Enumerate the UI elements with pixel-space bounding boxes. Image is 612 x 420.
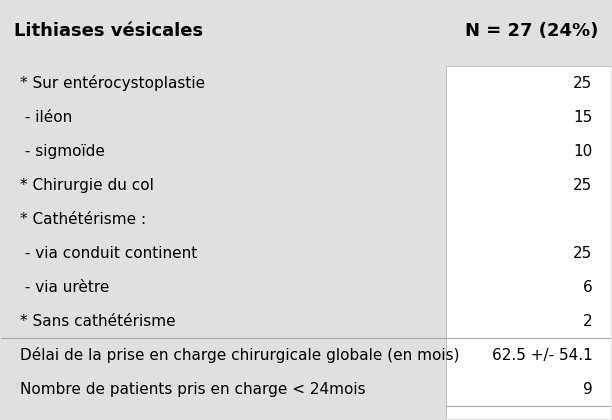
Text: Lithiases vésicales: Lithiases vésicales [13, 21, 203, 39]
Text: * Cathétérisme :: * Cathétérisme : [20, 212, 146, 226]
Text: 2: 2 [583, 314, 592, 328]
Text: * Sur entérocystoplastie: * Sur entérocystoplastie [20, 75, 205, 91]
Text: Délai de la prise en charge chirurgicale globale (en mois): Délai de la prise en charge chirurgicale… [20, 347, 459, 363]
Text: 25: 25 [573, 246, 592, 260]
Text: * Chirurgie du col: * Chirurgie du col [20, 178, 154, 193]
Text: - iléon: - iléon [20, 110, 72, 125]
FancyBboxPatch shape [446, 66, 611, 419]
Text: * Sans cathétérisme: * Sans cathétérisme [20, 314, 175, 328]
Text: Nombre de patients pris en charge < 24mois: Nombre de patients pris en charge < 24mo… [20, 382, 365, 396]
Text: 9: 9 [583, 382, 592, 396]
Text: 10: 10 [573, 144, 592, 159]
Text: - via urètre: - via urètre [20, 280, 109, 294]
Text: 25: 25 [573, 178, 592, 193]
Text: 62.5 +/- 54.1: 62.5 +/- 54.1 [491, 348, 592, 362]
Text: 15: 15 [573, 110, 592, 125]
Text: N = 27 (24%): N = 27 (24%) [465, 21, 599, 39]
Text: 6: 6 [583, 280, 592, 294]
Text: - via conduit continent: - via conduit continent [20, 246, 197, 260]
Text: - sigmoïde: - sigmoïde [20, 144, 105, 159]
Text: 25: 25 [573, 76, 592, 91]
